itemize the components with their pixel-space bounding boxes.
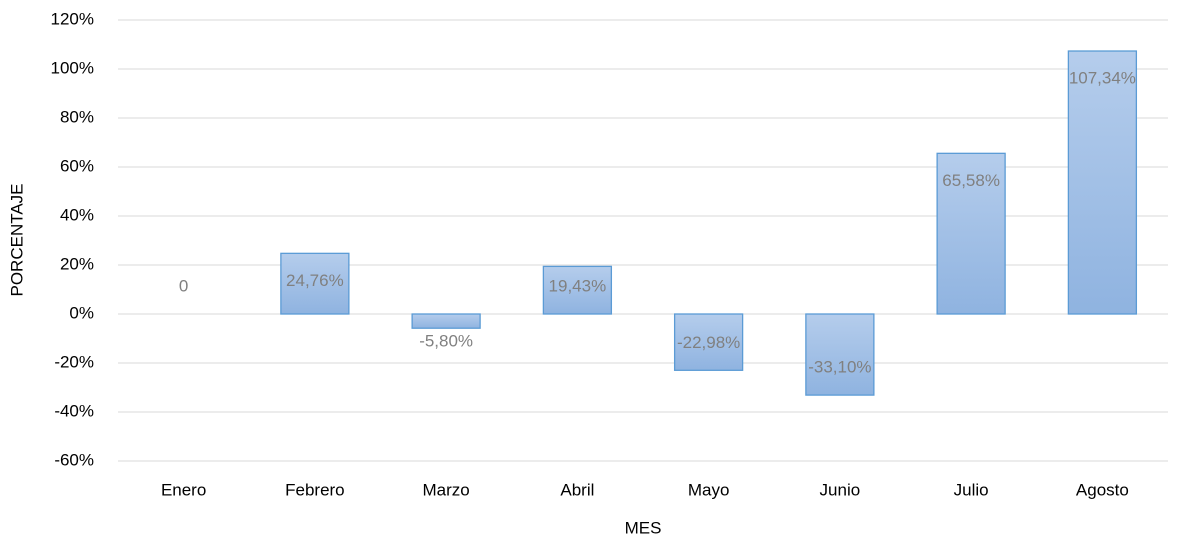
value-label: 107,34% [1069, 69, 1136, 88]
y-axis-label: PORCENTAJE [7, 183, 26, 296]
bar [411, 313, 481, 329]
x-axis-label: MES [625, 518, 662, 537]
y-tick-label: -20% [54, 352, 94, 371]
x-tick-label: Marzo [423, 480, 470, 499]
x-tick-label: Enero [161, 480, 206, 499]
x-tick-label: Junio [820, 480, 861, 499]
x-tick-label: Abril [560, 480, 594, 499]
bar [805, 313, 875, 396]
value-label: -33,10% [808, 358, 871, 377]
y-tick-label: 100% [51, 58, 94, 77]
y-tick-label: 0% [69, 303, 94, 322]
bar [1067, 50, 1138, 315]
y-tick-label: -40% [54, 401, 94, 420]
x-tick-label: Mayo [688, 480, 730, 499]
value-label: 65,58% [942, 171, 1000, 190]
y-tick-label: 40% [60, 205, 94, 224]
value-label: 24,76% [286, 271, 344, 290]
y-tick-label: 120% [51, 9, 94, 28]
value-label: 0 [179, 276, 188, 295]
x-tick-label: Febrero [285, 480, 345, 499]
bar [936, 152, 1006, 315]
x-tick-label: Julio [954, 480, 989, 499]
value-label: 19,43% [549, 276, 607, 295]
y-tick-label: 80% [60, 107, 94, 126]
y-tick-label: -60% [54, 450, 94, 469]
value-label: -22,98% [677, 333, 740, 352]
bar [280, 252, 350, 315]
x-tick-label: Agosto [1076, 480, 1129, 499]
value-label: -5,80% [419, 331, 473, 350]
y-tick-label: 20% [60, 254, 94, 273]
bar [542, 265, 613, 315]
y-tick-label: 60% [60, 156, 94, 175]
bar [673, 313, 744, 371]
